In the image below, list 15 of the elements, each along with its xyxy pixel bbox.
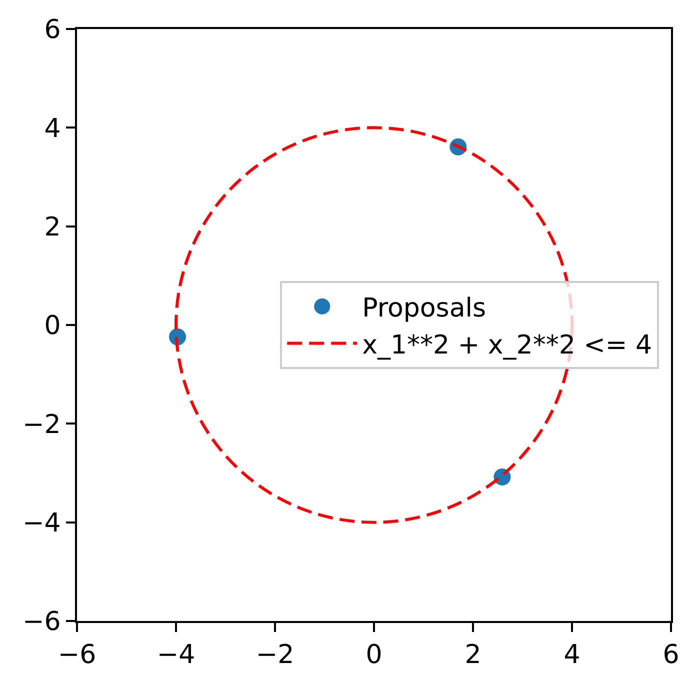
y-tick-label: 2 bbox=[44, 212, 61, 242]
y-tick-label: 6 bbox=[44, 15, 61, 46]
y-tick-label: −4 bbox=[22, 508, 61, 538]
y-tick-label: −2 bbox=[22, 410, 61, 440]
legend-label: Proposals bbox=[362, 294, 486, 324]
x-tick-label: −4 bbox=[156, 640, 196, 670]
y-tick-label: −6 bbox=[22, 607, 61, 638]
y-tick-label: 4 bbox=[44, 114, 61, 144]
x-tick-label: 6 bbox=[662, 640, 680, 670]
x-tick-label: 4 bbox=[564, 640, 580, 670]
x-tick-label: 2 bbox=[464, 640, 482, 670]
x-tick-label: 0 bbox=[366, 640, 382, 670]
y-tick-label: 0 bbox=[44, 311, 61, 342]
x-tick-label: −2 bbox=[256, 640, 294, 670]
legend-label: x_1**2 + x_2**2 <= 4 bbox=[362, 330, 652, 360]
